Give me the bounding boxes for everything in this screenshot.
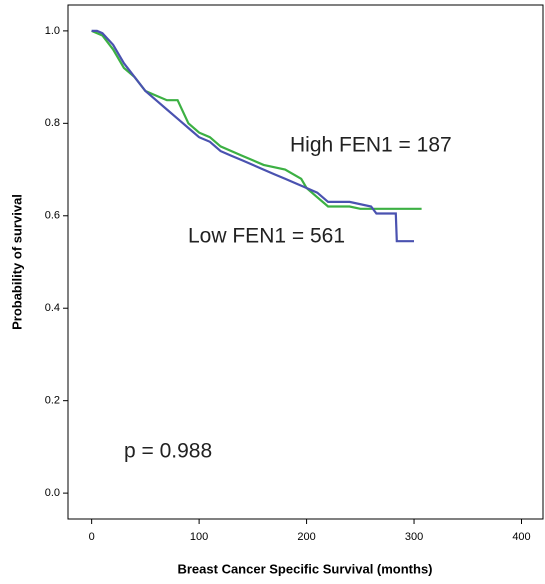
y-tick-label: 0.8: [45, 117, 60, 129]
y-tick-label: 0.6: [45, 210, 60, 222]
survival-curve: [91, 29, 414, 243]
p-value: p = 0.988: [124, 440, 212, 463]
plot-frame: [67, 4, 544, 520]
x-tick-label: 100: [190, 531, 208, 543]
x-tick-label: 400: [512, 531, 530, 543]
x-tick-label: 300: [405, 531, 423, 543]
x-axis-title: Breast Cancer Specific Survival (months): [177, 561, 432, 576]
survival-curve: [91, 29, 422, 210]
x-tick-label: 0: [89, 531, 95, 543]
y-axis-title: Probability of survival: [9, 194, 24, 330]
series-label: Low FEN1 = 561: [188, 225, 345, 248]
y-tick-label: 0.4: [45, 302, 60, 314]
y-tick-label: 0.2: [45, 395, 60, 407]
y-tick-label: 0.0: [45, 487, 60, 499]
y-tick-label: 1.0: [45, 25, 60, 37]
x-tick-label: 200: [297, 531, 315, 543]
series-label: High FEN1 = 187: [290, 134, 452, 157]
